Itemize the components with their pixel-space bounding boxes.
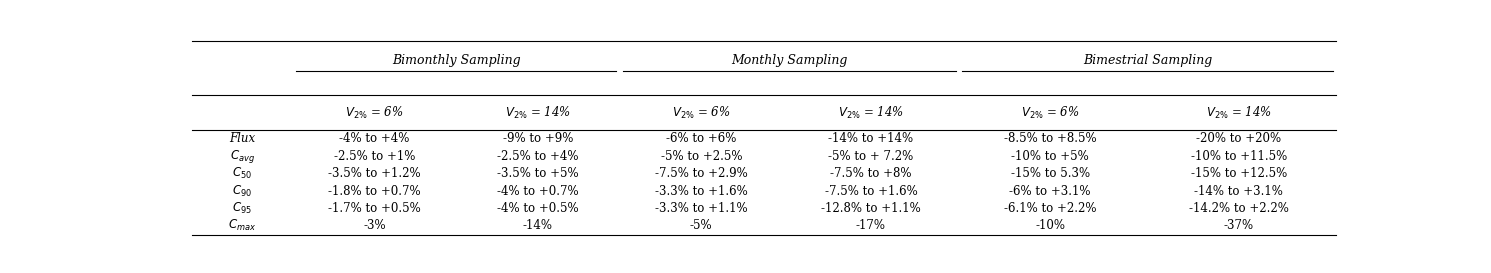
Text: $V_{2\%}$ = 6%: $V_{2\%}$ = 6% bbox=[344, 105, 404, 121]
Text: -1.8% to +0.7%: -1.8% to +0.7% bbox=[328, 185, 420, 198]
Text: -17%: -17% bbox=[856, 219, 886, 232]
Text: -3.5% to +1.2%: -3.5% to +1.2% bbox=[328, 167, 420, 180]
Text: $C_{max}$: $C_{max}$ bbox=[228, 218, 256, 233]
Text: $C_{avg}$: $C_{avg}$ bbox=[230, 148, 255, 165]
Text: -10% to +5%: -10% to +5% bbox=[1011, 150, 1088, 163]
Text: -10% to +11.5%: -10% to +11.5% bbox=[1191, 150, 1287, 163]
Text: -15% to +12.5%: -15% to +12.5% bbox=[1191, 167, 1287, 180]
Text: -14.2% to +2.2%: -14.2% to +2.2% bbox=[1188, 202, 1288, 215]
Text: -3.5% to +5%: -3.5% to +5% bbox=[497, 167, 579, 180]
Text: -6% to +3.1%: -6% to +3.1% bbox=[1009, 185, 1091, 198]
Text: -14% to +14%: -14% to +14% bbox=[829, 132, 914, 145]
Text: $V_{2\%}$ = 14%: $V_{2\%}$ = 14% bbox=[838, 105, 904, 121]
Text: -2.5% to +1%: -2.5% to +1% bbox=[334, 150, 414, 163]
Text: -14%: -14% bbox=[523, 219, 553, 232]
Text: -5%: -5% bbox=[690, 219, 713, 232]
Text: $C_{90}$: $C_{90}$ bbox=[233, 183, 252, 198]
Text: -7.5% to +8%: -7.5% to +8% bbox=[830, 167, 911, 180]
Text: -37%: -37% bbox=[1224, 219, 1254, 232]
Text: Bimonthly Sampling: Bimonthly Sampling bbox=[392, 54, 520, 67]
Text: -6.1% to +2.2%: -6.1% to +2.2% bbox=[1003, 202, 1096, 215]
Text: -3.3% to +1.6%: -3.3% to +1.6% bbox=[655, 185, 747, 198]
Text: -5% to +2.5%: -5% to +2.5% bbox=[661, 150, 743, 163]
Text: -9% to +9%: -9% to +9% bbox=[502, 132, 573, 145]
Text: Flux: Flux bbox=[230, 132, 255, 145]
Text: -5% to + 7.2%: -5% to + 7.2% bbox=[829, 150, 914, 163]
Text: -3.3% to +1.1%: -3.3% to +1.1% bbox=[655, 202, 747, 215]
Text: $V_{2\%}$ = 6%: $V_{2\%}$ = 6% bbox=[672, 105, 731, 121]
Text: -2.5% to +4%: -2.5% to +4% bbox=[497, 150, 579, 163]
Text: Bimestrial Sampling: Bimestrial Sampling bbox=[1082, 54, 1212, 67]
Text: -20% to +20%: -20% to +20% bbox=[1196, 132, 1281, 145]
Text: $V_{2\%}$ = 14%: $V_{2\%}$ = 14% bbox=[505, 105, 571, 121]
Text: $V_{2\%}$ = 6%: $V_{2\%}$ = 6% bbox=[1021, 105, 1079, 121]
Text: $C_{50}$: $C_{50}$ bbox=[233, 166, 252, 181]
Text: -7.5% to +1.6%: -7.5% to +1.6% bbox=[825, 185, 917, 198]
Text: -7.5% to +2.9%: -7.5% to +2.9% bbox=[655, 167, 747, 180]
Text: -3%: -3% bbox=[364, 219, 386, 232]
Text: -4% to +0.7%: -4% to +0.7% bbox=[497, 185, 579, 198]
Text: -15% to 5.3%: -15% to 5.3% bbox=[1011, 167, 1090, 180]
Text: -1.7% to +0.5%: -1.7% to +0.5% bbox=[328, 202, 420, 215]
Text: $C_{95}$: $C_{95}$ bbox=[233, 201, 252, 216]
Text: -4% to +0.5%: -4% to +0.5% bbox=[497, 202, 579, 215]
Text: -14% to +3.1%: -14% to +3.1% bbox=[1194, 185, 1284, 198]
Text: $V_{2\%}$ = 14%: $V_{2\%}$ = 14% bbox=[1206, 105, 1272, 121]
Text: -6% to +6%: -6% to +6% bbox=[666, 132, 737, 145]
Text: -10%: -10% bbox=[1035, 219, 1065, 232]
Text: -8.5% to +8.5%: -8.5% to +8.5% bbox=[1003, 132, 1096, 145]
Text: -12.8% to +1.1%: -12.8% to +1.1% bbox=[822, 202, 921, 215]
Text: Monthly Sampling: Monthly Sampling bbox=[731, 54, 847, 67]
Text: -4% to +4%: -4% to +4% bbox=[340, 132, 410, 145]
